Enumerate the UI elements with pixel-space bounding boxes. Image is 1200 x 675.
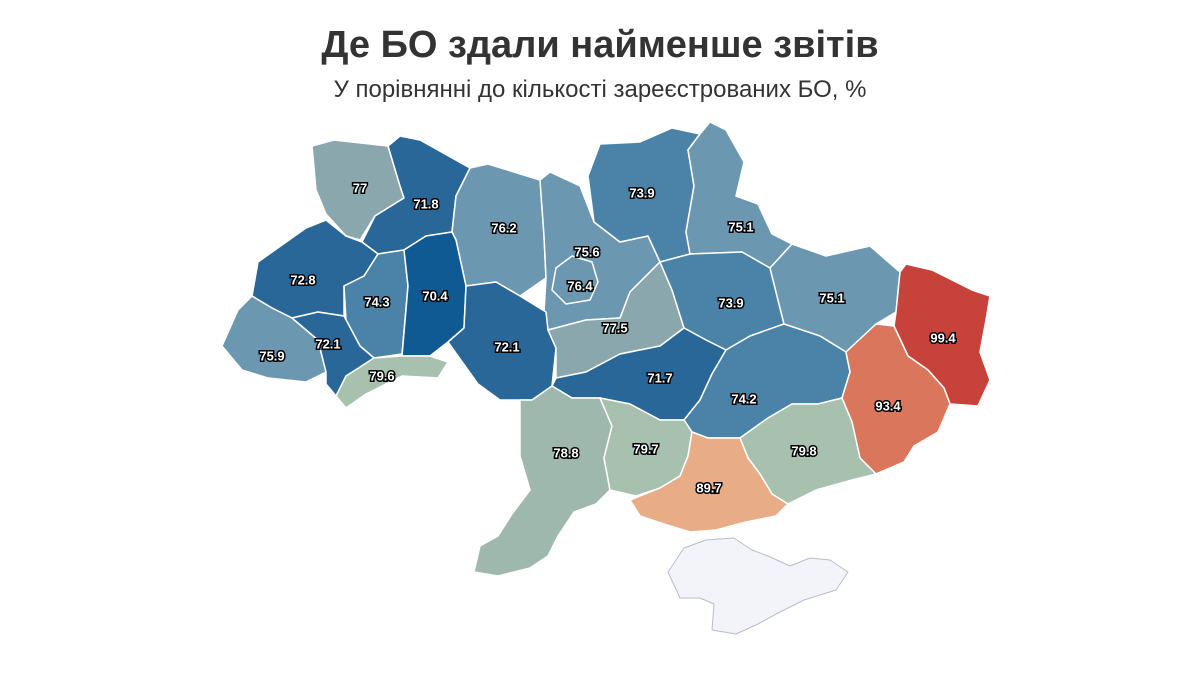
map-subtitle: У порівнянні до кількості зареєстрованих… [333, 76, 867, 103]
region-label-kyiv-city: 76.4 [567, 279, 593, 294]
region-label-donetsk: 93.4 [875, 399, 901, 414]
region-label-khmelnytskyi: 70.4 [422, 289, 448, 304]
region-label-dnipropetrovsk: 74.2 [731, 392, 756, 407]
region-label-kyiv-oblast: 75.6 [574, 245, 599, 260]
region-label-zhytomyr: 76.2 [491, 221, 516, 236]
region-crimea[interactable] [667, 537, 849, 635]
region-kyiv-city[interactable] [551, 255, 599, 305]
region-label-vinnytsia: 72.1 [494, 340, 519, 355]
region-label-odesa: 78.8 [553, 446, 578, 461]
map-title: Де БО здали найменше звітів [321, 24, 879, 66]
region-label-cherkasy: 77.5 [602, 321, 627, 336]
region-label-volyn: 77 [353, 181, 367, 196]
region-label-kirovohrad: 71.7 [647, 371, 672, 386]
region-label-zakarpattia: 75.9 [259, 349, 284, 364]
region-sumy[interactable] [685, 121, 793, 269]
region-label-sumy: 75.1 [728, 220, 753, 235]
region-label-chernivtsi: 79.6 [369, 369, 394, 384]
region-odesa[interactable] [473, 385, 613, 577]
region-label-zaporizhzhia: 79.8 [791, 444, 816, 459]
region-chernivtsi[interactable] [335, 355, 449, 409]
region-label-mykolaiv: 79.7 [633, 442, 658, 457]
region-label-kharkiv: 75.1 [819, 291, 844, 306]
region-label-lviv: 72.8 [290, 273, 315, 288]
region-label-chernihiv: 73.9 [629, 186, 654, 201]
region-label-kherson: 89.7 [696, 481, 721, 496]
region-label-ternopil: 74.3 [364, 295, 389, 310]
region-kherson[interactable] [629, 431, 789, 533]
region-label-luhansk: 99.4 [930, 331, 956, 346]
region-label-poltava: 73.9 [718, 296, 743, 311]
region-label-ivano-frankivsk: 72.1 [315, 337, 340, 352]
region-label-rivne: 71.8 [413, 197, 438, 212]
